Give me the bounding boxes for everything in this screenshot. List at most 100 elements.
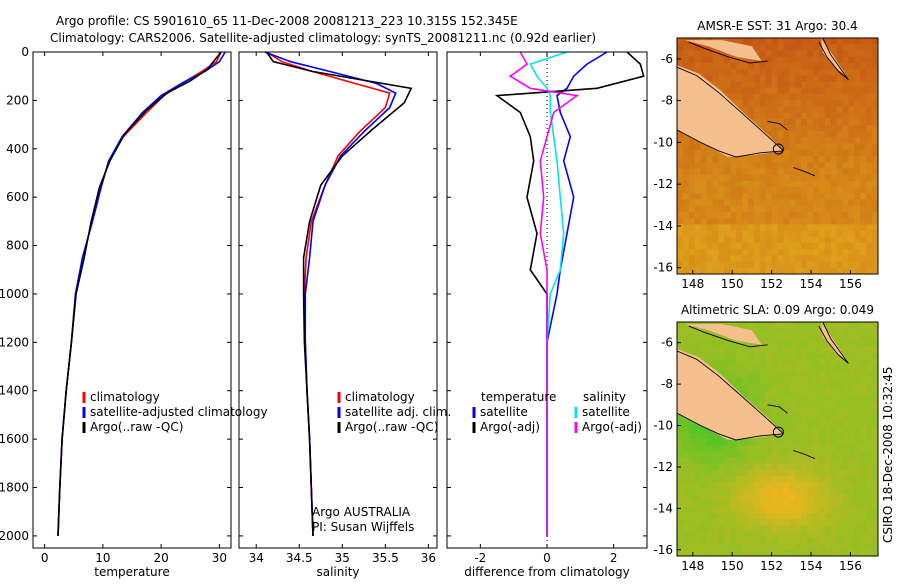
sst-map-cell <box>872 211 879 219</box>
sla-map-cell <box>694 426 702 434</box>
sst-map-cell <box>747 267 755 275</box>
sst-map-cell <box>753 75 761 82</box>
sst-map-cell <box>706 255 713 263</box>
sla-map-cell <box>712 494 719 502</box>
sst-map-ytick-label-5: -16 <box>653 261 673 275</box>
sst-map-cell <box>842 156 849 163</box>
sst-map-cell <box>783 168 790 176</box>
sst-map-cell <box>688 56 696 64</box>
sla-map-cell <box>848 395 855 403</box>
sla-map-cell <box>753 488 761 495</box>
sst-map-cell <box>807 69 814 76</box>
sst-map-cell <box>712 156 719 163</box>
sla-map-cell <box>765 340 773 348</box>
sla-map-cell <box>807 445 814 452</box>
sla-map-cell <box>682 328 690 335</box>
sla-map-cell <box>789 377 796 385</box>
sla-map-cell <box>783 426 790 434</box>
sst-map-cell <box>842 261 849 269</box>
sla-map-cell <box>842 352 849 360</box>
sst-map-cell <box>860 131 867 138</box>
sst-map-cell <box>759 236 767 244</box>
sla-map-cell <box>801 469 808 477</box>
sst-map-cell <box>812 236 820 244</box>
sla-map-cell <box>807 494 814 502</box>
sst-map-cell <box>842 149 849 157</box>
sst-map-cell <box>724 193 731 200</box>
sst-map-cell <box>688 199 696 207</box>
sst-map-cell <box>777 131 784 138</box>
sla-map-cell <box>860 346 867 354</box>
sla-map-cell <box>830 506 838 514</box>
sst-map-cell <box>677 249 684 256</box>
sst-map-cell <box>789 211 796 219</box>
sla-map-cell <box>724 334 731 341</box>
sst-map-cell <box>801 162 808 169</box>
sla-map-cell <box>736 537 743 545</box>
sst-map-cell <box>712 180 719 188</box>
sst-map-cell <box>753 162 761 169</box>
sla-map-cell <box>712 506 719 514</box>
sla-map-cell <box>801 322 808 329</box>
sst-map-cell <box>836 168 844 176</box>
sst-map-cell <box>783 261 790 269</box>
sst-map-cell <box>682 242 690 250</box>
sla-map-cell <box>836 371 844 378</box>
ytick-label-0: 0 <box>21 45 29 59</box>
sst-map-cell <box>818 230 826 238</box>
sst-map-cell <box>682 174 690 182</box>
sst-map-cell <box>801 242 808 250</box>
sst-map-cell <box>842 162 849 169</box>
sst-map-cell <box>700 261 708 269</box>
sla-map-cell <box>848 402 855 409</box>
sla-map-cell <box>753 525 761 532</box>
sst-map-cell <box>736 69 743 76</box>
sst-map-cell <box>818 143 826 151</box>
sla-map-cell <box>700 328 708 335</box>
sla-map-cell <box>807 488 814 495</box>
sla-map-cell <box>789 346 796 354</box>
sla-map-cell <box>771 500 778 508</box>
sst-map-cell <box>818 124 826 132</box>
sst-map-cell <box>706 62 713 70</box>
sst-map-cell <box>706 44 713 51</box>
sla-map-cell <box>836 322 844 329</box>
sla-map-cell <box>812 537 820 545</box>
sla-map-cell <box>848 322 855 329</box>
sla-map-cell <box>836 549 844 557</box>
sst-map-cell <box>807 131 814 138</box>
sst-map-cell <box>706 211 713 219</box>
temperature-legend-label-0: climatology <box>90 390 160 404</box>
sst-map-cell <box>807 249 814 256</box>
sla-map-cell <box>807 469 814 477</box>
sla-map-cell <box>700 531 708 539</box>
sla-map-cell <box>872 475 879 483</box>
difference-legend-temperature-header: temperature <box>481 390 556 404</box>
sla-map-cell <box>706 482 713 489</box>
sst-map-cell <box>830 50 838 58</box>
sla-map-cell <box>830 328 838 335</box>
sla-map-cell <box>824 549 832 557</box>
sst-map-cell <box>801 249 808 256</box>
sst-map-ytick-label-2: -10 <box>653 135 673 149</box>
sla-map-cell <box>682 506 690 514</box>
sla-map-cell <box>706 494 713 502</box>
sst-map-cell <box>836 44 844 51</box>
sla-map-cell <box>795 475 802 483</box>
sst-map-cell <box>747 156 755 163</box>
sla-map-cell <box>860 512 867 520</box>
sla-map-cell <box>777 512 784 520</box>
sst-map-cell <box>700 230 708 238</box>
sla-map-cell <box>759 488 767 495</box>
sst-map-cell <box>848 38 855 45</box>
sst-map-cell <box>706 230 713 238</box>
sla-map-cell <box>724 519 731 526</box>
sla-map-cell <box>801 383 808 391</box>
sst-map-cell <box>682 267 690 275</box>
sst-map-cell <box>736 62 743 70</box>
sst-map-cell <box>718 50 725 58</box>
sst-map-cell <box>759 100 767 107</box>
temperature-xtick-label-0: 0 <box>41 551 49 565</box>
sst-map-cell <box>795 149 802 157</box>
sla-map-cell <box>688 469 696 477</box>
